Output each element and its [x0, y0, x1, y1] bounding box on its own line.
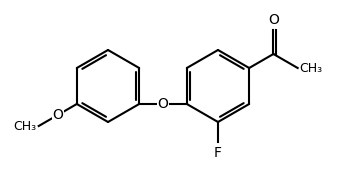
Text: CH₃: CH₃	[14, 120, 37, 133]
Text: O: O	[52, 108, 63, 122]
Text: O: O	[158, 97, 169, 111]
Text: F: F	[214, 146, 222, 160]
Text: CH₃: CH₃	[300, 61, 323, 74]
Text: O: O	[268, 13, 279, 27]
